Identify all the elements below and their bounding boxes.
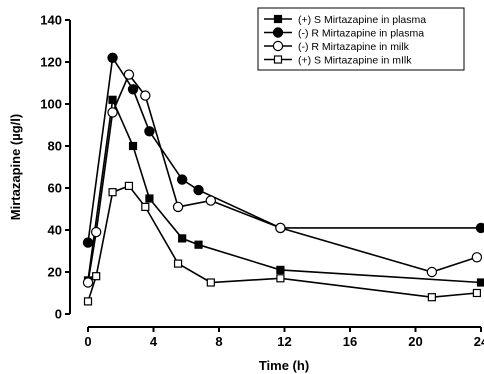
x-tick-label: 0 xyxy=(84,334,91,349)
data-point xyxy=(123,69,135,80)
data-point xyxy=(193,184,204,196)
data-point xyxy=(206,278,215,287)
data-point xyxy=(83,297,93,306)
data-point xyxy=(107,107,118,118)
legend-label: (+) S Mirtazapine in plasma xyxy=(298,14,426,26)
x-axis-title: Time (h) xyxy=(259,358,309,373)
data-point xyxy=(176,174,188,185)
legend-marker xyxy=(272,40,284,52)
legend-label: (+) S Mirtazapine in mIlk xyxy=(298,54,412,66)
data-point xyxy=(427,293,436,302)
series-3 xyxy=(82,69,483,288)
y-tick-label: 100 xyxy=(40,97,62,112)
x-tick-label: 12 xyxy=(277,334,291,349)
y-tick-label: 40 xyxy=(48,223,62,238)
data-point xyxy=(476,278,484,287)
y-axis-title: Mirtazapine (µg/l) xyxy=(8,114,23,220)
series-1 xyxy=(83,95,484,287)
x-tick-label: 8 xyxy=(215,334,222,349)
data-point xyxy=(82,237,94,248)
series-2 xyxy=(82,52,484,248)
data-point xyxy=(82,277,94,288)
series-line xyxy=(87,184,477,302)
data-point xyxy=(172,201,184,213)
data-point xyxy=(140,90,151,101)
data-point xyxy=(90,226,102,238)
series-layer xyxy=(82,52,484,306)
data-point xyxy=(128,141,138,151)
series-4 xyxy=(83,181,482,306)
data-point xyxy=(471,252,483,263)
y-tick-label: 20 xyxy=(48,265,62,280)
legend: (+) S Mirtazapine in plasma(-) R Mirtaza… xyxy=(257,7,465,71)
data-point xyxy=(108,188,117,197)
y-tick-label: 80 xyxy=(48,139,62,154)
legend-marker xyxy=(273,14,283,24)
legend-label: (-) R Mirtazapine in milk xyxy=(298,41,410,53)
series-line xyxy=(87,55,481,243)
data-point xyxy=(127,84,139,95)
legend-marker xyxy=(272,27,284,38)
data-point xyxy=(173,259,183,268)
x-tick-label: 4 xyxy=(150,334,158,349)
data-point xyxy=(145,194,154,203)
data-point xyxy=(205,195,217,206)
data-point xyxy=(276,265,285,274)
x-tick-label: 24 xyxy=(474,334,484,349)
data-point xyxy=(194,240,203,249)
data-point xyxy=(108,95,117,104)
data-point xyxy=(144,126,155,137)
series-line xyxy=(87,73,478,283)
legend-marker xyxy=(273,55,283,64)
data-point xyxy=(107,52,118,64)
axes: 0 20 40 60 80 100 120 140 0 4 8 12 16 20 24 xyxy=(40,13,484,350)
data-point xyxy=(124,181,134,190)
data-point xyxy=(275,222,286,234)
y-tick-label: 120 xyxy=(40,55,62,70)
y-tick-label: 140 xyxy=(40,13,62,28)
x-tick-label: 16 xyxy=(343,334,357,349)
x-tick-label: 20 xyxy=(408,334,422,349)
y-tick-label: 60 xyxy=(48,181,62,196)
series-line xyxy=(87,96,482,284)
data-point xyxy=(178,234,187,243)
data-point xyxy=(92,272,101,281)
data-point xyxy=(276,274,285,283)
data-point xyxy=(141,202,150,211)
y-tick-label: 0 xyxy=(55,307,62,322)
legend-box xyxy=(257,7,465,71)
data-point xyxy=(475,222,484,234)
data-point xyxy=(472,288,482,298)
legend-label: (-) R Mirtazapine in plasma xyxy=(298,27,424,39)
data-point xyxy=(426,266,438,278)
